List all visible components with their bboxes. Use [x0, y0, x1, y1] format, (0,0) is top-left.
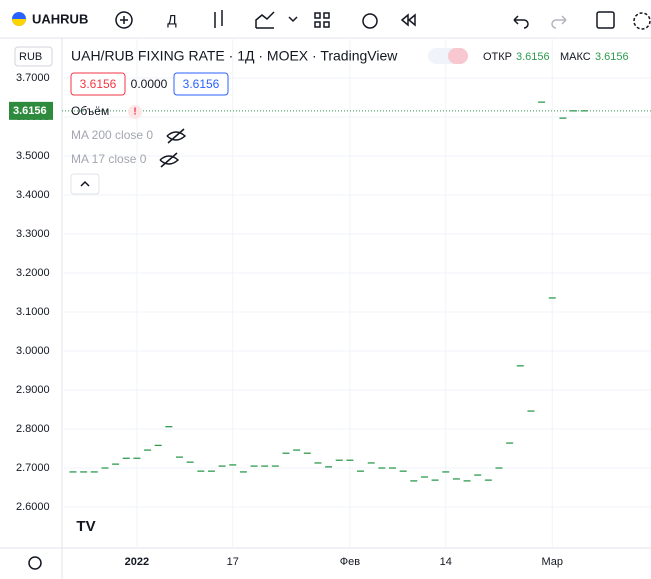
high-value: 3.6156 — [595, 51, 629, 63]
toolbar — [0, 0, 651, 38]
x-tick-label: Мар — [541, 556, 563, 568]
settings-icon[interactable] — [28, 556, 42, 570]
layout-icon — [323, 21, 330, 28]
collapse[interactable] — [70, 173, 100, 195]
hidden-icon[interactable] — [159, 152, 180, 168]
ask: 3.6156 — [183, 77, 220, 91]
x-tick-label: 2022 — [125, 556, 149, 568]
y-tick-label: 3.7000 — [16, 72, 50, 84]
spread: 0.0000 — [131, 77, 168, 91]
grid — [62, 38, 651, 548]
warning[interactable] — [128, 105, 142, 119]
interval[interactable]: Д — [167, 12, 177, 28]
layout-icon[interactable] — [314, 12, 321, 19]
dropdown[interactable] — [288, 16, 298, 23]
replay-icon[interactable] — [400, 13, 416, 27]
collapse-icon — [80, 180, 90, 187]
y-tick-label: 2.6000 — [16, 501, 50, 513]
y-tick-label: 3.3000 — [16, 228, 50, 240]
ask-box[interactable] — [173, 72, 229, 96]
ma17: MA 17 close 0 — [71, 152, 147, 166]
undo[interactable] — [513, 15, 529, 29]
logo-mark: TV — [76, 518, 95, 535]
indicators-icon[interactable] — [255, 11, 275, 29]
add-icon — [120, 16, 128, 24]
y-tick-label: 3.1000 — [16, 306, 50, 318]
y-tick-label: 2.7000 — [16, 462, 50, 474]
symbol[interactable]: UAHRUB — [32, 11, 88, 26]
currency: RUB — [19, 51, 42, 63]
snapshot[interactable] — [633, 12, 651, 30]
bid-box[interactable] — [70, 72, 126, 96]
open-value: 3.6156 — [516, 51, 550, 63]
warning-icon: ! — [133, 107, 136, 118]
open-label: ОТКР — [483, 51, 512, 63]
toggle-active — [448, 48, 468, 64]
price-tag — [9, 101, 53, 120]
y-tick-label: 3.5000 — [16, 150, 50, 162]
x-tick-label: 17 — [227, 556, 239, 568]
alert-icon[interactable] — [362, 13, 378, 29]
y-tick-label: 2.8000 — [16, 423, 50, 435]
ma200: MA 200 close 0 — [71, 128, 153, 142]
high-label: МАКС — [560, 51, 591, 63]
flag-half — [12, 19, 26, 26]
logo — [69, 511, 103, 541]
layout-icon — [323, 12, 330, 19]
add-symbol[interactable] — [115, 11, 133, 29]
x-tick-label: 14 — [440, 556, 452, 568]
x-tick-label: Фев — [340, 556, 360, 568]
y-tick-label: 3.0000 — [16, 345, 50, 357]
candles-icon[interactable] — [214, 10, 223, 28]
y-tick-label: 2.9000 — [16, 384, 50, 396]
marks — [62, 101, 651, 482]
fullscreen[interactable] — [596, 11, 615, 29]
layout-icon — [314, 21, 321, 28]
redo[interactable] — [551, 15, 567, 29]
legend-title: UAH/RUB FIXING RATE · 1Д · MOEX · Tradin… — [71, 48, 398, 64]
volume: Объём — [71, 104, 109, 118]
y-tick-label: 3.2000 — [16, 267, 50, 279]
hidden-icon[interactable] — [166, 128, 187, 144]
currency-button[interactable] — [14, 46, 53, 67]
y-tick-label: 3.4000 — [16, 189, 50, 201]
price-tag-label: 3.6156 — [13, 105, 47, 117]
bid: 3.6156 — [80, 77, 117, 91]
